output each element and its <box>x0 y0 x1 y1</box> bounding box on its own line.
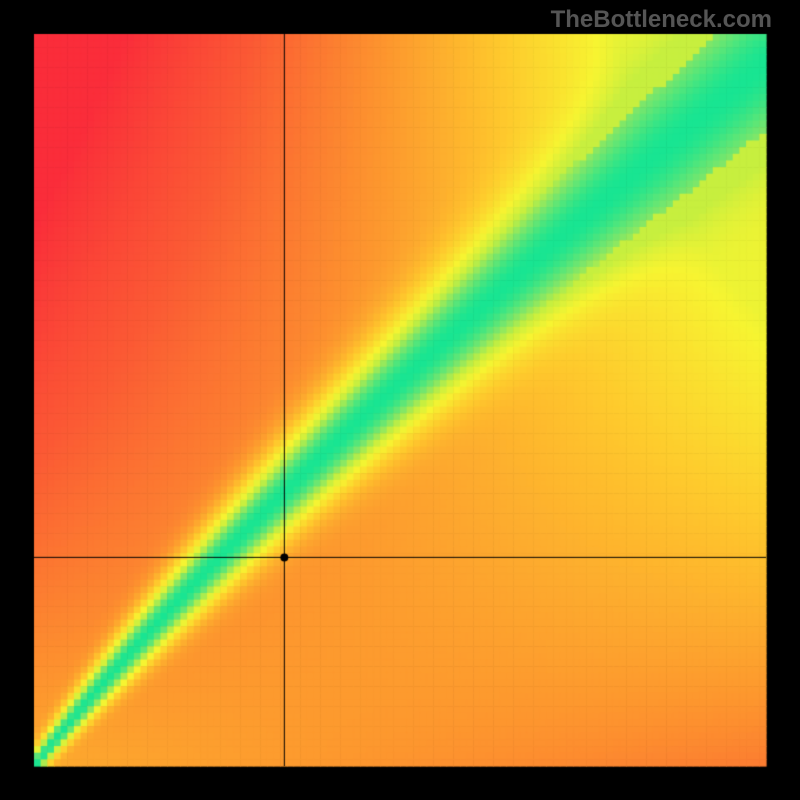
watermark-text: TheBottleneck.com <box>551 6 772 34</box>
bottleneck-heatmap <box>0 0 800 800</box>
